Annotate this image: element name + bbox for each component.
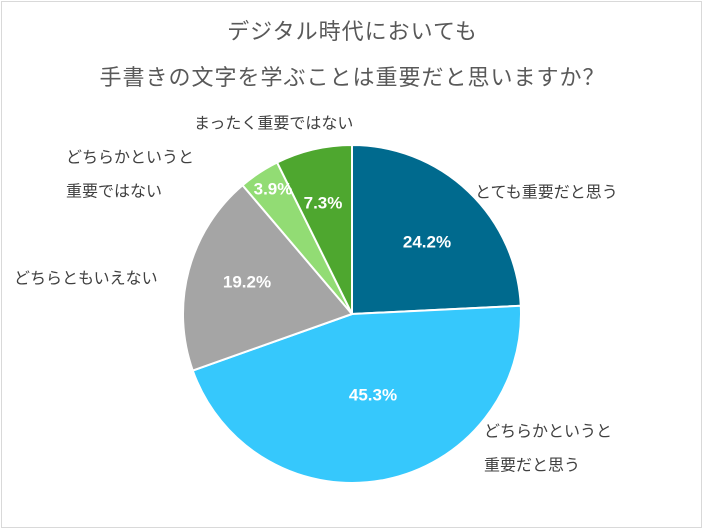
value-label-2: 45.3% [349,385,397,404]
value-label-3: 19.2% [223,272,271,291]
category-label-1-line-1: とても重要だと思う [475,183,618,202]
chart-title-line-2: 手書きの文字を学ぶことは重要だと思いますか？ [99,66,606,91]
category-label-4-line-2: 重要ではない [66,182,162,201]
category-labels: とても重要だと思うどちらかというと重要だと思うどちらともいえないどちらかというと… [14,114,618,475]
category-label-2-line-1: どちらかというと [484,422,612,441]
pie-slice-3 [182,183,354,372]
value-label-5: 7.3% [304,193,343,212]
category-label-3-line-1: どちらともいえない [14,269,158,288]
value-label-1: 24.2% [403,232,451,251]
pie-slice-1 [351,143,522,316]
pie-slice-5 [275,143,353,315]
category-label-4-line-1: どちらかというと [66,148,194,167]
pie-slices [182,143,522,484]
value-labels: 24.2% 45.3% 19.2% 3.9% 7.3% [223,179,451,404]
chart-title-line-1: デジタル時代においても [227,20,478,45]
category-label-5-line-1: まったく重要ではない [194,114,353,133]
value-label-4: 3.9% [254,179,293,198]
category-label-2-line-2: 重要だと思う [484,456,580,475]
pie-slice-2 [191,304,522,484]
